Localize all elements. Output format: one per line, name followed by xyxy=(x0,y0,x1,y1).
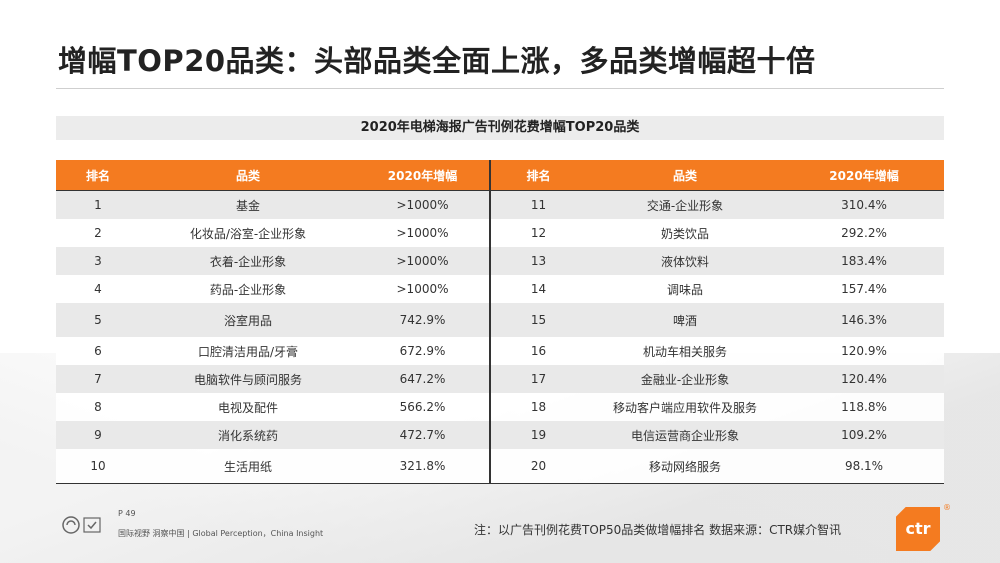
rank-cell: 13 xyxy=(489,247,586,275)
category-cell: 口腔清洁用品/牙膏 xyxy=(140,337,356,365)
ranking-table-container: 排名 品类 2020年增幅 排名 品类 2020年增幅 1 基金 >1000% … xyxy=(56,160,944,484)
growth-cell: >1000% xyxy=(356,247,490,275)
header-growth-left: 2020年增幅 xyxy=(356,160,490,191)
rank-cell: 2 xyxy=(56,219,140,247)
growth-cell: >1000% xyxy=(356,219,490,247)
category-cell: 调味品 xyxy=(586,275,784,303)
header-rank-left: 排名 xyxy=(56,160,140,191)
category-cell: 电视及配件 xyxy=(140,393,356,421)
category-cell: 化妆品/浴室-企业形象 xyxy=(140,219,356,247)
growth-cell: 292.2% xyxy=(784,219,944,247)
rank-cell: 10 xyxy=(56,449,140,484)
growth-cell: 118.8% xyxy=(784,393,944,421)
category-cell: 基金 xyxy=(140,190,356,219)
category-cell: 啤酒 xyxy=(586,303,784,337)
table-row: 10 生活用纸 321.8% 20 移动网络服务 98.1% xyxy=(56,449,944,484)
growth-cell: 109.2% xyxy=(784,421,944,449)
table-row: 9 消化系统药 472.7% 19 电信运营商企业形象 109.2% xyxy=(56,421,944,449)
rank-cell: 3 xyxy=(56,247,140,275)
category-cell: 电信运营商企业形象 xyxy=(586,421,784,449)
table-subtitle: 2020年电梯海报广告刊例花费增幅TOP20品类 xyxy=(56,116,944,140)
rank-cell: 14 xyxy=(489,275,586,303)
growth-cell: 120.4% xyxy=(784,365,944,393)
growth-cell: 157.4% xyxy=(784,275,944,303)
rank-cell: 15 xyxy=(489,303,586,337)
table-row: 6 口腔清洁用品/牙膏 672.9% 16 机动车相关服务 120.9% xyxy=(56,337,944,365)
category-cell: 衣着-企业形象 xyxy=(140,247,356,275)
page-number: P 49 xyxy=(118,509,136,518)
category-cell: 金融业-企业形象 xyxy=(586,365,784,393)
rank-cell: 7 xyxy=(56,365,140,393)
category-cell: 机动车相关服务 xyxy=(586,337,784,365)
header-growth-right: 2020年增幅 xyxy=(784,160,944,191)
category-cell: 消化系统药 xyxy=(140,421,356,449)
growth-cell: 672.9% xyxy=(356,337,490,365)
ctr-logo: ctr xyxy=(896,507,940,551)
table-row: 2 化妆品/浴室-企业形象 >1000% 12 奶类饮品 292.2% xyxy=(56,219,944,247)
rank-cell: 17 xyxy=(489,365,586,393)
header-category-left: 品类 xyxy=(140,160,356,191)
growth-cell: 120.9% xyxy=(784,337,944,365)
title-divider xyxy=(56,88,944,89)
rank-cell: 20 xyxy=(489,449,586,484)
rank-cell: 12 xyxy=(489,219,586,247)
growth-cell: 566.2% xyxy=(356,393,490,421)
growth-cell: 98.1% xyxy=(784,449,944,484)
rank-cell: 19 xyxy=(489,421,586,449)
header-rank-right: 排名 xyxy=(489,160,586,191)
category-cell: 移动网络服务 xyxy=(586,449,784,484)
table-row: 3 衣着-企业形象 >1000% 13 液体饮料 183.4% xyxy=(56,247,944,275)
growth-cell: >1000% xyxy=(356,190,490,219)
growth-cell: 647.2% xyxy=(356,365,490,393)
category-cell: 浴室用品 xyxy=(140,303,356,337)
table-row: 1 基金 >1000% 11 交通-企业形象 310.4% xyxy=(56,190,944,219)
growth-cell: 321.8% xyxy=(356,449,490,484)
category-cell: 交通-企业形象 xyxy=(586,190,784,219)
category-cell: 液体饮料 xyxy=(586,247,784,275)
table-row: 7 电脑软件与顾问服务 647.2% 17 金融业-企业形象 120.4% xyxy=(56,365,944,393)
rank-cell: 16 xyxy=(489,337,586,365)
growth-cell: 146.3% xyxy=(784,303,944,337)
rank-cell: 18 xyxy=(489,393,586,421)
growth-cell: 472.7% xyxy=(356,421,490,449)
page-title: 增幅TOP20品类：头部品类全面上涨，多品类增幅超十倍 xyxy=(58,44,816,78)
category-cell: 奶类饮品 xyxy=(586,219,784,247)
footer-slogan: 国际视野 洞察中国 | Global Perception，China Insi… xyxy=(118,529,324,538)
source-note: 注：以广告刊例花费TOP50品类做增幅排名 数据来源：CTR媒介智讯 xyxy=(474,523,842,537)
table-row: 5 浴室用品 742.9% 15 啤酒 146.3% xyxy=(56,303,944,337)
rank-cell: 9 xyxy=(56,421,140,449)
rank-cell: 6 xyxy=(56,337,140,365)
rank-cell: 11 xyxy=(489,190,586,219)
rank-cell: 1 xyxy=(56,190,140,219)
table-row: 4 药品-企业形象 >1000% 14 调味品 157.4% xyxy=(56,275,944,303)
registered-mark: ® xyxy=(943,503,951,512)
header-category-right: 品类 xyxy=(586,160,784,191)
ranking-table: 排名 品类 2020年增幅 排名 品类 2020年增幅 1 基金 >1000% … xyxy=(56,160,944,484)
category-cell: 移动客户端应用软件及服务 xyxy=(586,393,784,421)
growth-cell: 183.4% xyxy=(784,247,944,275)
certification-logos xyxy=(62,516,101,534)
table-header-row: 排名 品类 2020年增幅 排名 品类 2020年增幅 xyxy=(56,160,944,191)
rank-cell: 8 xyxy=(56,393,140,421)
category-cell: 生活用纸 xyxy=(140,449,356,484)
growth-cell: 742.9% xyxy=(356,303,490,337)
rank-cell: 5 xyxy=(56,303,140,337)
rank-cell: 4 xyxy=(56,275,140,303)
growth-cell: 310.4% xyxy=(784,190,944,219)
category-cell: 药品-企业形象 xyxy=(140,275,356,303)
growth-cell: >1000% xyxy=(356,275,490,303)
category-cell: 电脑软件与顾问服务 xyxy=(140,365,356,393)
table-row: 8 电视及配件 566.2% 18 移动客户端应用软件及服务 118.8% xyxy=(56,393,944,421)
